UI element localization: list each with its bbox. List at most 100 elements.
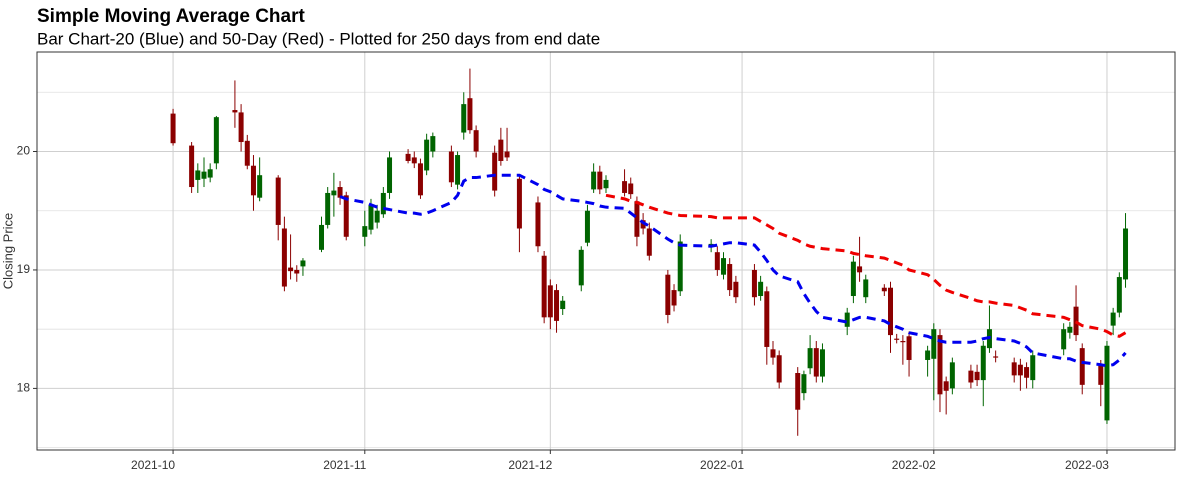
x-tick-label: 2022-02 <box>892 458 936 472</box>
candle-body <box>857 266 863 273</box>
candle-body <box>387 157 393 193</box>
candle-body <box>776 355 782 383</box>
y-tick-label: 19 <box>17 262 31 276</box>
candle-body <box>758 281 764 297</box>
candle-body <box>578 249 584 286</box>
candle-body <box>170 113 176 144</box>
candle-body <box>943 381 949 391</box>
candle-body <box>1017 364 1023 376</box>
moving-average-line <box>339 173 1127 368</box>
candle-body <box>721 258 727 275</box>
x-tick-label: 2021-11 <box>323 458 366 472</box>
candle-body <box>1104 345 1110 421</box>
candle-body <box>714 252 720 270</box>
candle-body <box>343 195 349 237</box>
candle-body <box>1011 362 1017 376</box>
y-axis-label: Closing Price <box>0 213 15 290</box>
candle-body <box>461 104 467 133</box>
candle-body <box>628 183 634 195</box>
candle-body <box>900 341 906 343</box>
candle-body <box>881 287 887 292</box>
plot-border <box>36 51 1176 451</box>
candle-body <box>844 312 850 327</box>
candle-body <box>541 255 547 318</box>
candle-body <box>925 350 931 360</box>
candle-body <box>498 139 504 161</box>
x-tick-label: 2021-10 <box>131 458 175 472</box>
candle-body <box>1067 326 1073 333</box>
candle-body <box>331 190 337 196</box>
chart-subtitle: Bar Chart-20 (Blue) and 50-Day (Red) - P… <box>37 29 600 48</box>
candle-body <box>665 274 671 315</box>
candle-body <box>1110 312 1116 326</box>
candle-body <box>238 112 244 143</box>
x-tick-label: 2022-03 <box>1065 458 1109 472</box>
candle-body <box>1116 277 1122 313</box>
candle-body <box>733 281 739 298</box>
candle-body <box>368 204 374 230</box>
candle-body <box>455 155 461 185</box>
candle-body <box>603 179 609 189</box>
candle-body <box>424 139 430 171</box>
candle-body <box>405 153 411 161</box>
candle-body <box>634 201 640 237</box>
candle-body <box>813 348 819 377</box>
candle-body <box>801 374 807 394</box>
candle-body <box>380 192 386 215</box>
candle-body <box>467 98 473 131</box>
candle-body <box>591 171 597 190</box>
candle-body <box>949 362 955 389</box>
candle-body <box>1030 355 1036 381</box>
plot-panel <box>37 52 1175 450</box>
x-tick-label: 2022-01 <box>700 458 744 472</box>
candle-body <box>993 356 999 358</box>
chart-title: Simple Moving Average Chart <box>37 6 305 27</box>
candle-body <box>430 136 436 152</box>
candle-body <box>535 202 541 247</box>
candle-body <box>275 177 281 225</box>
candle-body <box>473 130 479 152</box>
candle-body <box>807 348 813 369</box>
candle-body <box>764 291 770 347</box>
candle-body <box>906 336 912 360</box>
candle-body <box>362 226 368 237</box>
candle-body <box>281 228 287 287</box>
candle-body <box>294 269 300 274</box>
candle-body <box>244 140 250 166</box>
candle-body <box>207 169 213 178</box>
y-tick-label: 20 <box>17 144 31 158</box>
candle-body <box>819 349 825 377</box>
candle-body <box>937 335 943 395</box>
candle-body <box>257 175 263 198</box>
candle-body <box>671 290 677 306</box>
candle-body <box>288 267 294 272</box>
candle-body <box>850 261 856 297</box>
candle-body <box>584 210 590 243</box>
candle-body <box>250 165 256 196</box>
candle-body <box>374 210 380 223</box>
candle-body <box>751 269 757 298</box>
candle-body <box>677 241 683 292</box>
candle-body <box>554 290 560 321</box>
candle-body <box>795 373 801 410</box>
candle-body <box>201 171 207 179</box>
candle-body <box>504 151 510 158</box>
candle-body <box>1061 329 1067 350</box>
candle-body <box>337 187 343 198</box>
candle-body <box>516 178 522 229</box>
candle-body <box>646 228 652 256</box>
candle-body <box>1098 365 1104 385</box>
candle-body <box>448 151 454 183</box>
candle-body <box>727 264 733 291</box>
candle-body <box>888 287 893 336</box>
candle-body <box>189 145 195 188</box>
x-tick-label: 2021-12 <box>508 458 552 472</box>
candle-body <box>931 329 937 359</box>
candle-body <box>325 192 331 225</box>
candle-body <box>1123 228 1129 280</box>
candle-body <box>213 117 219 164</box>
candle-body <box>640 220 646 229</box>
candle-body <box>1024 367 1030 378</box>
candle-body <box>300 260 306 267</box>
